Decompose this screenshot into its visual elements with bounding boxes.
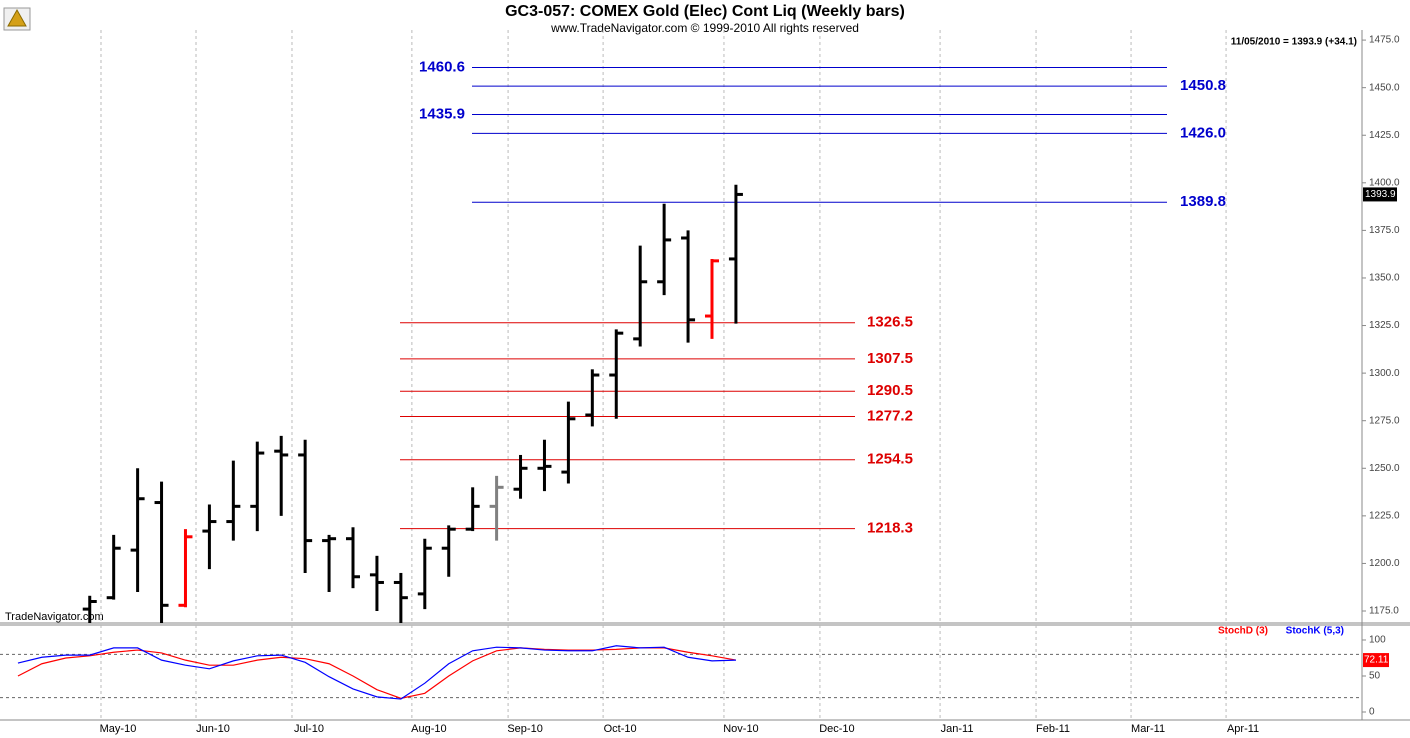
level-label: 1450.8 bbox=[1180, 77, 1226, 94]
last-value-box bbox=[1363, 187, 1397, 202]
level-label: 1277.2 bbox=[867, 407, 913, 424]
last-value-box bbox=[1363, 653, 1389, 668]
logo bbox=[3, 7, 31, 31]
x-tick-label: Aug-10 bbox=[411, 723, 446, 735]
status-text: 11/05/2010 = 1393.9 (+34.1) bbox=[1231, 37, 1357, 48]
watermark: TradeNavigator.com bbox=[5, 611, 104, 623]
x-tick-label: Oct-10 bbox=[604, 723, 637, 735]
y-tick-label: 1425.0 bbox=[1369, 130, 1400, 141]
chart-subtitle: www.TradeNavigator.com © 1999-2010 All r… bbox=[550, 21, 859, 35]
level-label: 1426.0 bbox=[1180, 124, 1226, 141]
level-label: 1307.5 bbox=[867, 350, 913, 367]
y-tick-label: 1350.0 bbox=[1369, 273, 1400, 284]
level-label: 1389.8 bbox=[1180, 193, 1226, 210]
y-tick-label: 1250.0 bbox=[1369, 463, 1400, 474]
x-tick-label: Sep-10 bbox=[507, 723, 542, 735]
x-tick-label: Jun-10 bbox=[196, 723, 230, 735]
y-tick-label: 0 bbox=[1369, 707, 1375, 718]
y-tick-label: 100 bbox=[1369, 635, 1386, 646]
stoch-line bbox=[17, 647, 737, 699]
y-tick-label: 1375.0 bbox=[1369, 225, 1400, 236]
level-label: 1254.5 bbox=[867, 451, 913, 468]
y-tick-label: 1300.0 bbox=[1369, 368, 1400, 379]
x-tick-label: Feb-11 bbox=[1036, 723, 1070, 735]
level-label: 1435.9 bbox=[419, 105, 465, 122]
chart-title: GC3-057: COMEX Gold (Elec) Cont Liq (Wee… bbox=[505, 3, 905, 20]
last-value-label: 72.11 bbox=[1364, 655, 1389, 666]
stoch-line bbox=[17, 645, 736, 700]
y-tick-label: 1225.0 bbox=[1369, 510, 1400, 521]
y-tick-label: 50 bbox=[1369, 671, 1381, 682]
level-label: 1290.5 bbox=[867, 382, 913, 399]
x-tick-label: Apr-11 bbox=[1227, 723, 1259, 735]
level-label: 1326.5 bbox=[867, 314, 913, 331]
logo-mark bbox=[7, 8, 27, 27]
y-tick-label: 1175.0 bbox=[1369, 606, 1399, 617]
legend-entry: StochD (3) bbox=[1218, 626, 1268, 637]
y-tick-label: 1275.0 bbox=[1369, 415, 1400, 426]
legend-entry: StochK (5,3) bbox=[1286, 626, 1344, 637]
y-tick-label: 1450.0 bbox=[1369, 82, 1400, 93]
y-tick-label: 1400.0 bbox=[1369, 177, 1400, 188]
level-label: 1218.3 bbox=[867, 520, 913, 537]
x-tick-label: Dec-10 bbox=[819, 723, 854, 735]
y-tick-label: 1325.0 bbox=[1369, 320, 1400, 331]
x-tick-label: May-10 bbox=[100, 723, 137, 735]
level-label: 1460.6 bbox=[419, 58, 465, 75]
last-value-label: 1393.9 bbox=[1365, 189, 1396, 200]
x-tick-label: Mar-11 bbox=[1131, 723, 1165, 735]
x-tick-label: Jan-11 bbox=[941, 723, 974, 735]
y-tick-label: 1475.0 bbox=[1369, 35, 1400, 46]
x-tick-label: Jul-10 bbox=[294, 723, 324, 735]
y-tick-label: 1200.0 bbox=[1369, 558, 1400, 569]
x-tick-label: Nov-10 bbox=[723, 723, 758, 735]
